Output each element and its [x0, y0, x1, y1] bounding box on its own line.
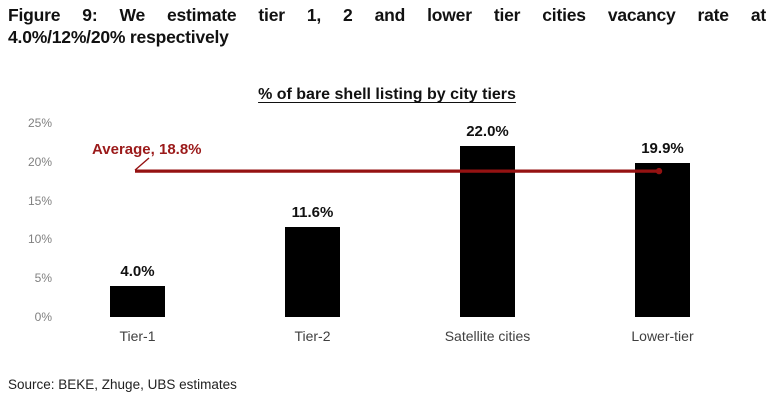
figure-title-line2: 4.0%/12%/20% respectively	[8, 27, 229, 47]
y-axis-tick-label: 10%	[27, 232, 52, 247]
figure-title: Figure 9: We estimate tier 1, 2 and lowe…	[8, 4, 766, 48]
y-axis-tick-label: 20%	[27, 154, 52, 169]
chart-title: % of bare shell listing by city tiers	[258, 86, 516, 103]
y-axis-tick-label: 0%	[34, 310, 52, 324]
y-axis-tick-label: 15%	[27, 193, 52, 208]
bar-tier-1	[110, 285, 165, 317]
y-axis-tick-label: 5%	[34, 271, 52, 286]
average-label: Average, 18.8%	[92, 141, 202, 158]
bar-value-label: 4.0%	[120, 262, 155, 280]
bar-lower-tier	[635, 162, 690, 317]
category-label: Tier-2	[294, 328, 331, 344]
average-leader-line	[134, 157, 150, 171]
bar-satellite-cities	[460, 146, 515, 317]
category-label: Lower-tier	[631, 328, 694, 344]
bar-tier-2	[285, 226, 340, 317]
bar-value-label: 22.0%	[466, 123, 509, 141]
bar-value-label: 11.6%	[291, 203, 334, 221]
figure-title-line1: Figure 9: We estimate tier 1, 2 and lowe…	[8, 5, 766, 25]
bar-value-label: 19.9%	[641, 139, 684, 157]
y-axis-tick-label: 25%	[27, 116, 52, 130]
source-line: Source: BEKE, Zhuge, UBS estimates	[8, 377, 237, 392]
category-label: Satellite cities	[444, 328, 531, 344]
category-label: Tier-1	[119, 328, 156, 344]
